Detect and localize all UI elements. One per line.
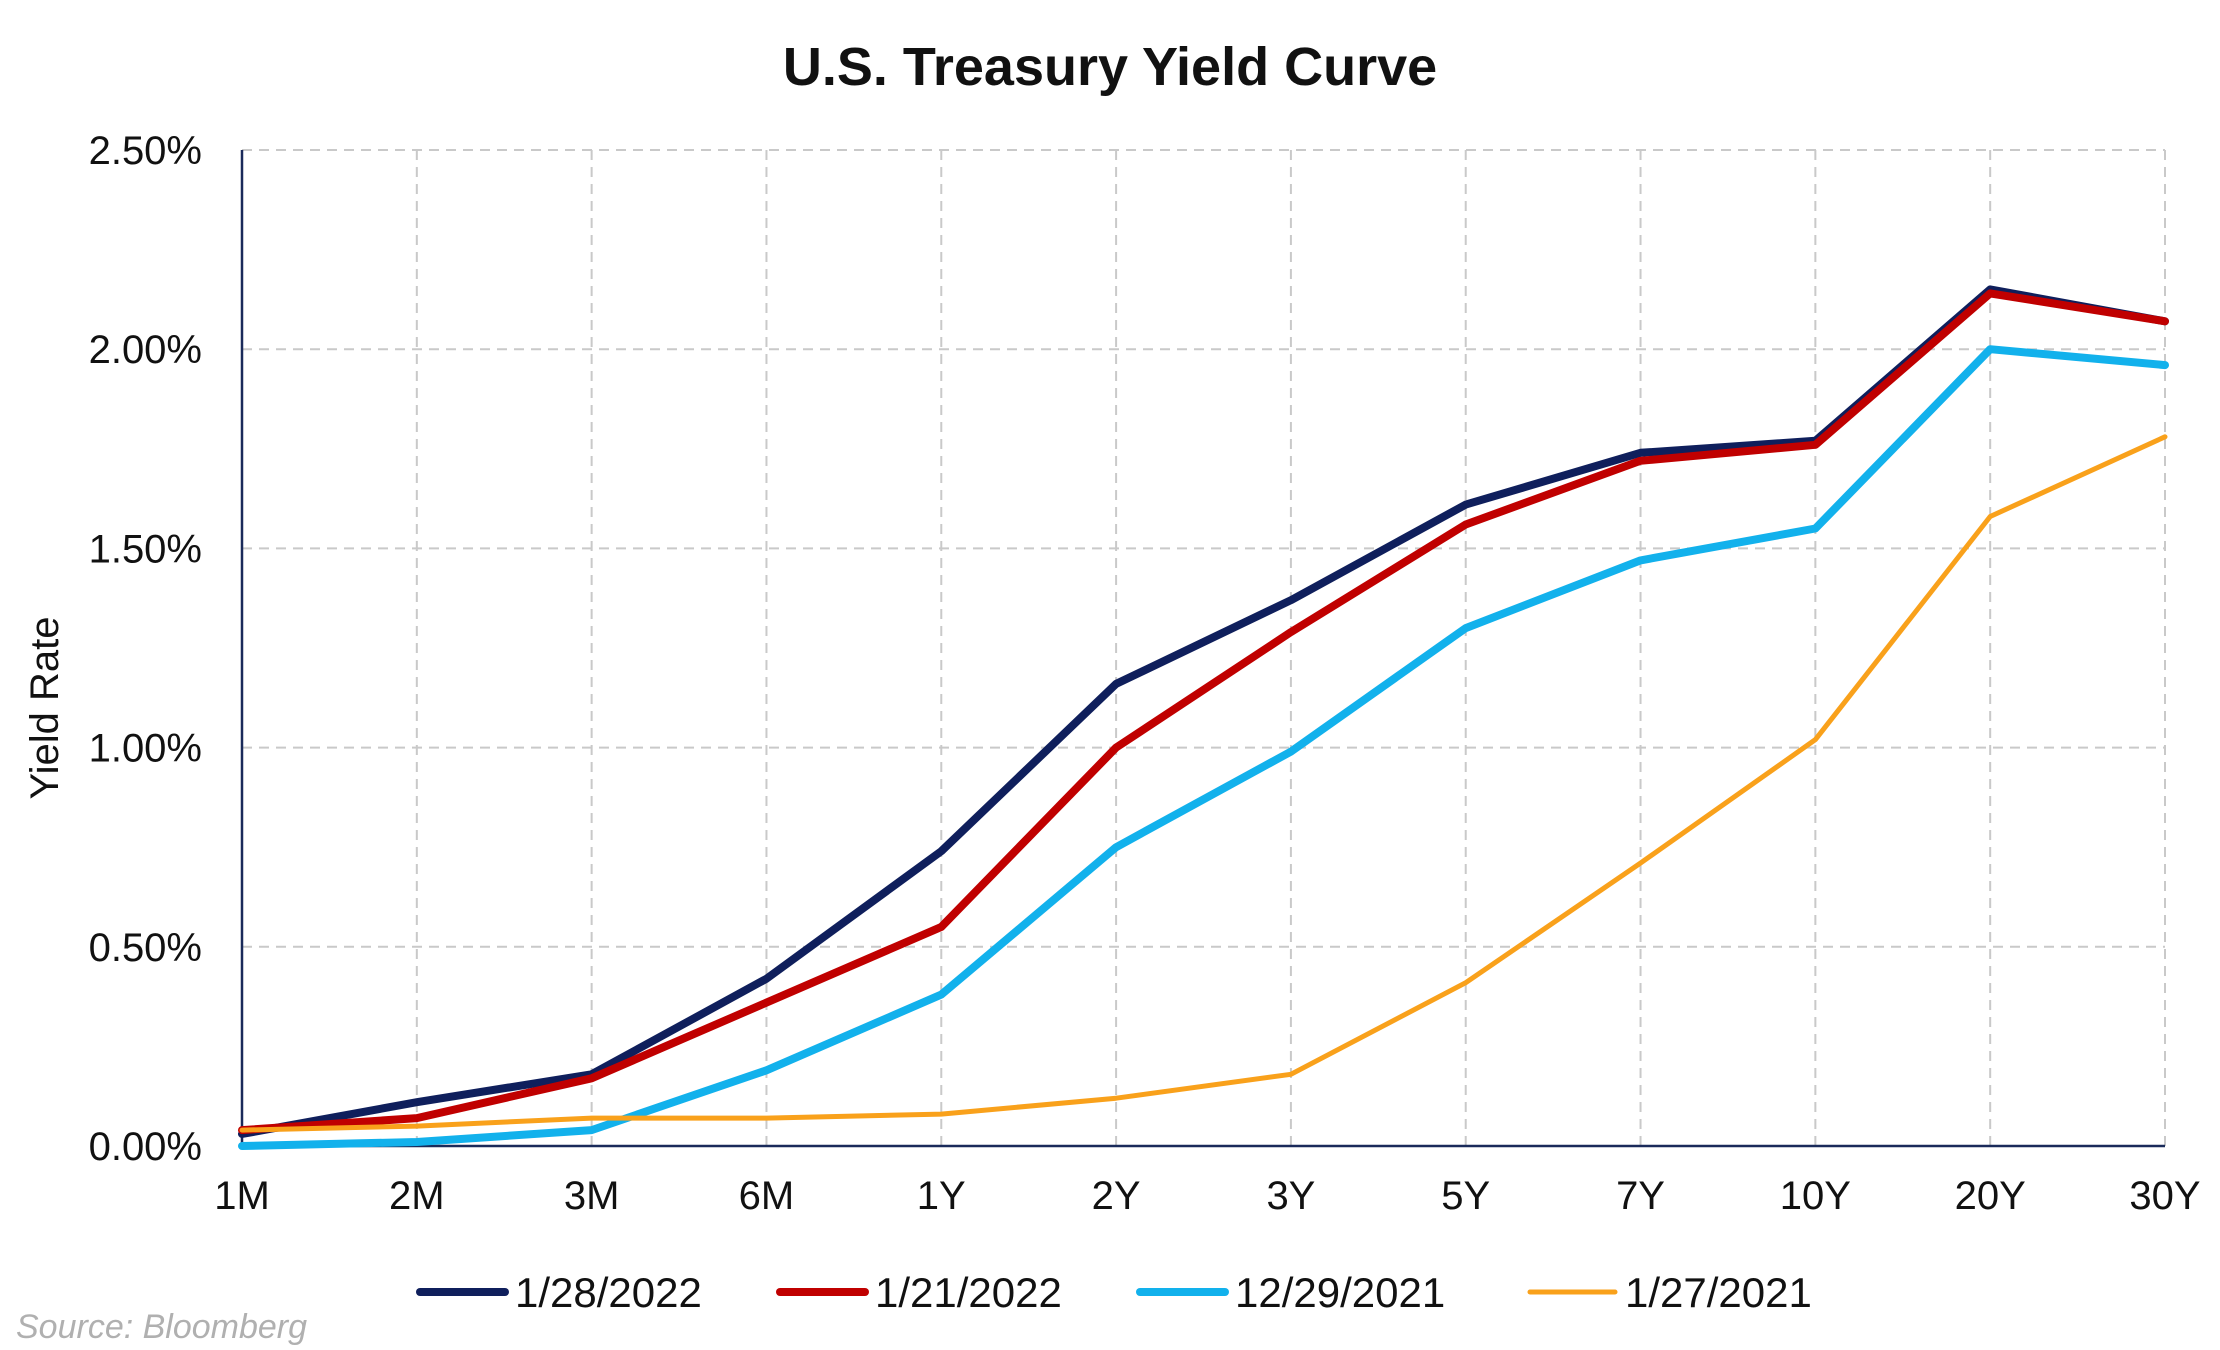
x-tick-label: 10Y [1780, 1174, 1851, 1218]
legend: 1/28/2022 1/21/2022 12/29/2021 1/27/2021 [416, 1269, 1812, 1316]
x-tick-label: 1M [214, 1174, 270, 1218]
gridlines [242, 149, 2166, 1146]
series-line-1/21/2022 [238, 289, 2169, 1135]
chart-title: U.S. Treasury Yield Curve [783, 37, 1437, 97]
source-note: Source: Bloomberg [16, 1308, 307, 1346]
legend-label: 1/21/2022 [875, 1269, 1062, 1316]
x-tick-label: 20Y [1955, 1174, 2026, 1218]
x-tick-label: 1Y [917, 1174, 966, 1218]
legend-label: 12/29/2021 [1235, 1269, 1445, 1316]
x-tick-label: 7Y [1616, 1174, 1665, 1218]
x-tick-label: 2M [389, 1174, 445, 1218]
x-tick-label: 3Y [1266, 1174, 1315, 1218]
x-axis-ticks: 1M 2M 3M 6M 1Y 2Y 3Y 5Y 7Y 10Y 20Y 30Y [214, 1174, 2200, 1218]
legend-label: 1/27/2021 [1625, 1269, 1812, 1316]
x-tick-label: 2Y [1092, 1174, 1141, 1218]
x-tick-label: 6M [739, 1174, 795, 1218]
y-tick-label: 2.50% [89, 129, 202, 173]
axes [240, 150, 2165, 1148]
legend-label: 1/28/2022 [515, 1269, 702, 1316]
x-tick-label: 5Y [1441, 1174, 1490, 1218]
y-tick-label: 2.00% [89, 328, 202, 372]
y-axis-ticks: 0.00% 0.50% 1.00% 1.50% 2.00% 2.50% [89, 129, 202, 1169]
x-tick-label: 3M [564, 1174, 620, 1218]
series-line-12/29/2021 [238, 345, 2169, 1150]
y-tick-label: 1.50% [89, 527, 202, 571]
y-tick-label: 0.50% [89, 926, 202, 970]
y-tick-label: 0.00% [89, 1125, 202, 1169]
y-tick-label: 1.00% [89, 727, 202, 771]
y-axis-label: Yield Rate [23, 616, 67, 799]
x-tick-label: 30Y [2129, 1174, 2200, 1218]
series-line-1/28/2022 [238, 285, 2169, 1138]
series-line-1/27/2021 [239, 434, 2168, 1133]
series-lines [238, 285, 2169, 1150]
